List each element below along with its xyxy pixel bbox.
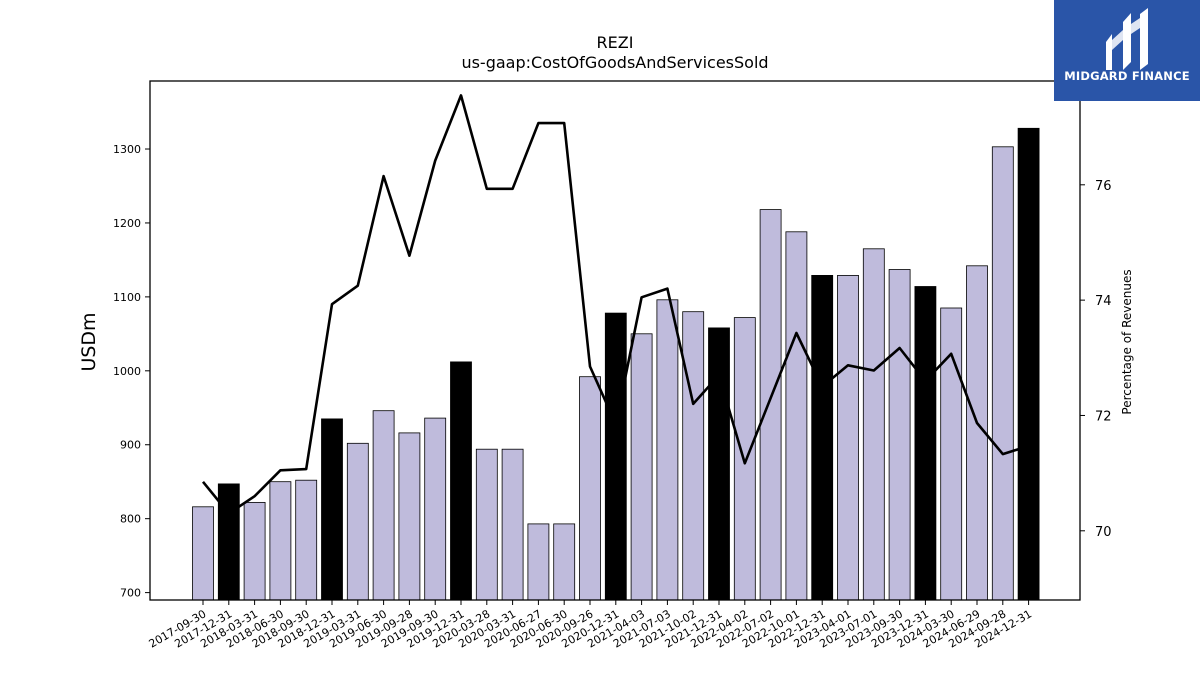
y2-tick-label: 74	[1095, 294, 1112, 309]
bar-2019-09-28	[398, 432, 421, 601]
bar-2024-09-28	[991, 146, 1014, 601]
y2-axis-label: Percentage of Revenues	[1120, 269, 1134, 414]
bar-2021-04-03	[630, 333, 653, 601]
y2-tick-label: 70	[1095, 525, 1112, 540]
bar-2021-12-31	[708, 327, 730, 601]
y-axis-right: 70 72 74 76	[1080, 179, 1112, 540]
y-axis-label: USDm	[78, 312, 100, 371]
logo-text: MIDGARD FINANCE	[1064, 69, 1190, 83]
bar-2018-09-30	[295, 479, 318, 601]
bar-2022-07-02	[759, 209, 782, 601]
bar-2023-12-31	[914, 286, 937, 601]
y-tick-label: 900	[120, 439, 141, 452]
plot-area	[149, 80, 1081, 601]
bar-2019-06-30	[372, 410, 395, 601]
x-axis: 2017-09-302017-12-312018-03-312018-06-30…	[147, 600, 1034, 651]
y-tick-label: 1100	[113, 291, 141, 304]
bar-2018-12-31	[321, 418, 343, 601]
midgard-logo-icon	[1106, 8, 1148, 70]
bar-2019-12-31	[450, 361, 472, 601]
bar-2021-07-03	[656, 299, 679, 601]
bar-2022-10-01	[785, 231, 808, 601]
bar-2019-09-30	[424, 417, 447, 601]
bar-2023-07-01	[862, 248, 885, 601]
y-tick-label: 800	[120, 513, 141, 526]
y-tick-label: 700	[120, 587, 141, 600]
y-axis-left: 700 800 900 1000 1100 1200 1300	[113, 143, 150, 600]
bar-2019-03-31	[346, 442, 369, 601]
y2-tick-label: 76	[1095, 179, 1112, 194]
bar-2023-04-01	[837, 274, 859, 601]
plot-frame	[149, 80, 1081, 601]
bar-2020-09-26	[579, 376, 601, 601]
bar-2018-06-30	[269, 481, 292, 601]
bar-2020-06-30	[553, 523, 576, 601]
bar-2017-12-31	[217, 483, 240, 601]
bar-2021-10-02	[682, 311, 705, 601]
y-tick-label: 1300	[113, 143, 141, 156]
bar-2020-06-27	[527, 523, 550, 601]
bar-series	[192, 127, 1040, 601]
y-tick-label: 1000	[113, 365, 141, 378]
bar-2020-03-28	[475, 448, 498, 601]
percentage-line	[201, 94, 1029, 515]
bar-2018-03-31	[243, 501, 266, 601]
bar-2024-12-31	[1017, 127, 1040, 601]
y-tick-label: 1200	[113, 217, 141, 230]
bar-2023-09-30	[888, 269, 911, 601]
bar-2024-03-30	[940, 307, 963, 601]
bar-2020-12-31	[604, 312, 627, 601]
midgard-finance-logo: MIDGARD FINANCE	[1054, 0, 1200, 101]
bar-2020-03-31	[501, 448, 524, 601]
bar-2017-09-30	[192, 506, 214, 601]
chart-subtitle: us-gaap:CostOfGoodsAndServicesSold	[461, 53, 768, 72]
y2-tick-label: 72	[1095, 409, 1112, 424]
chart-title: REZI	[597, 33, 634, 52]
bar-2022-12-31	[811, 274, 834, 601]
